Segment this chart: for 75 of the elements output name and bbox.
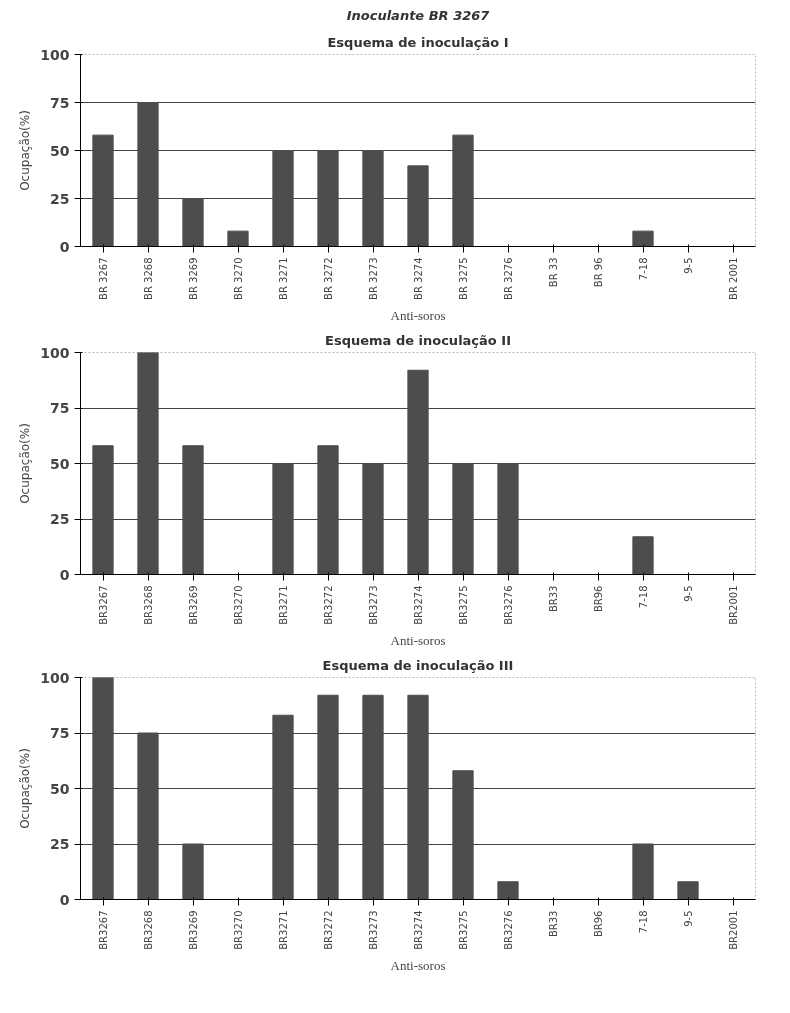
y-tick-label: 75 — [50, 725, 70, 741]
y-tick-label: 0 — [59, 566, 70, 583]
x-tick-label: 9-5 — [682, 585, 694, 602]
x-tick-label: BR3272 — [322, 910, 334, 950]
x-tick-label: BR 3271 — [277, 257, 289, 300]
y-tick-label: 75 — [50, 400, 70, 416]
chart-subtitle: Esquema de inoculação I — [327, 34, 509, 50]
x-tick-label: 9-5 — [682, 257, 694, 274]
x-tick-label: BR 3274 — [412, 257, 424, 300]
y-tick-label: 25 — [50, 836, 70, 852]
y-tick-label: 50 — [50, 455, 70, 472]
bar — [677, 881, 699, 900]
x-tick-label: BR33 — [547, 910, 559, 938]
x-axis-title: Anti-soros — [390, 957, 446, 973]
x-tick-label: BR96 — [592, 910, 604, 938]
y-tick-label: 75 — [50, 94, 70, 111]
x-tick-label: BR 3276 — [502, 257, 514, 300]
bar — [497, 881, 519, 900]
x-tick-label: BR 3272 — [322, 257, 334, 300]
x-tick-label: BR3274 — [412, 585, 424, 625]
y-axis-title: Ocupação(%) — [18, 110, 33, 191]
x-tick-label: BR3274 — [412, 910, 424, 950]
x-tick-label: BR 3273 — [367, 257, 379, 300]
x-tick-label: BR 3270 — [232, 257, 244, 300]
y-axis-title: Ocupação(%) — [18, 748, 33, 829]
x-tick-label: BR3276 — [502, 585, 514, 625]
x-tick-label: BR33 — [547, 585, 559, 613]
x-tick-label: BR3273 — [367, 910, 379, 950]
bar — [227, 230, 249, 247]
x-tick-label: BR96 — [592, 585, 604, 613]
x-tick-label: BR3268 — [142, 585, 154, 625]
x-axis-title: Anti-soros — [390, 307, 446, 323]
x-tick-label: BR3267 — [97, 910, 109, 950]
x-tick-label: 7-18 — [637, 257, 649, 281]
y-tick-label: 0 — [59, 891, 70, 908]
y-tick-label: 50 — [50, 142, 70, 159]
x-tick-label: BR2001 — [727, 585, 739, 625]
x-tick-label: BR 3269 — [187, 257, 199, 300]
x-tick-label: BR3271 — [277, 910, 289, 950]
x-tick-label: BR3275 — [457, 910, 469, 950]
x-tick-label: BR3268 — [142, 910, 154, 950]
y-tick-label: 25 — [50, 511, 70, 527]
y-tick-label: 25 — [50, 190, 70, 207]
x-tick-label: BR 33 — [547, 257, 559, 288]
bar — [632, 536, 654, 575]
x-tick-label: BR 3275 — [457, 257, 469, 300]
y-tick-label: 100 — [40, 344, 70, 361]
x-tick-label: 9-5 — [682, 910, 694, 927]
x-tick-label: BR3267 — [97, 585, 109, 625]
chart-title: Esquema de inoculação III — [322, 657, 514, 673]
x-tick-label: BR3270 — [232, 585, 244, 625]
y-tick-label: 100 — [40, 669, 70, 686]
x-tick-label: BR 2001 — [727, 257, 739, 300]
x-tick-label: BR3270 — [232, 910, 244, 950]
x-tick-label: BR3271 — [277, 585, 289, 625]
chart-title: Esquema de inoculação II — [325, 332, 511, 348]
x-tick-label: BR2001 — [727, 910, 739, 950]
y-tick-label: 0 — [59, 238, 70, 255]
x-tick-label: 7-18 — [637, 585, 649, 609]
chart-title: Inoculante BR 3267 — [346, 7, 491, 23]
x-tick-label: BR3269 — [187, 910, 199, 950]
x-tick-label: 7-18 — [637, 910, 649, 934]
y-tick-label: 100 — [40, 46, 70, 63]
bar — [632, 230, 654, 247]
x-tick-label: BR 3268 — [142, 257, 154, 300]
y-tick-label: 50 — [50, 780, 70, 797]
x-tick-label: BR3269 — [187, 585, 199, 625]
x-tick-label: BR3276 — [502, 910, 514, 950]
x-tick-label: BR3273 — [367, 585, 379, 625]
x-tick-label: BR3272 — [322, 585, 334, 625]
x-tick-label: BR 96 — [592, 257, 604, 288]
y-axis-title: Ocupação(%) — [18, 423, 33, 504]
x-axis-title: Anti-soros — [390, 632, 446, 648]
x-tick-label: BR3275 — [457, 585, 469, 625]
x-tick-label: BR 3267 — [97, 257, 109, 300]
